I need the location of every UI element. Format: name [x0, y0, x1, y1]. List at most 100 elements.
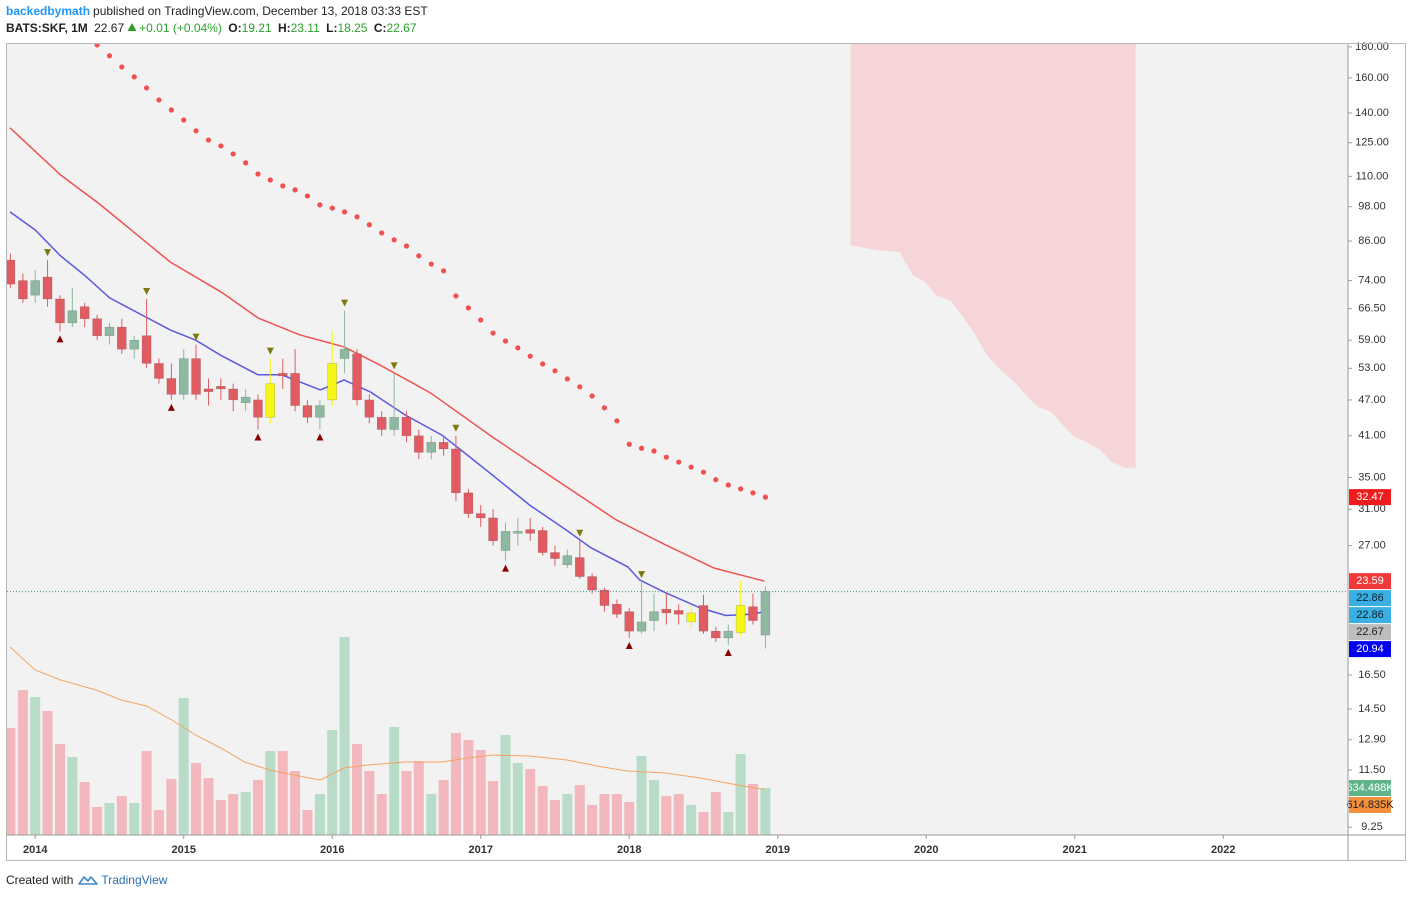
volume-bar [129, 803, 140, 835]
volume-bar [327, 730, 338, 835]
volume-bar [178, 698, 189, 835]
volume-bar [191, 763, 202, 835]
change: +0.01 (+0.04%) [139, 21, 222, 35]
candle-body [79, 306, 90, 319]
price-badge [1349, 641, 1391, 658]
low-label: L: [326, 21, 338, 35]
pivot-high-marker [576, 529, 584, 537]
x-tick-label: 2015 [171, 844, 195, 856]
header-line-1: backedbymath published on TradingView.com… [6, 4, 431, 18]
candle-body [228, 388, 238, 401]
stop-dot [663, 454, 669, 460]
volume-bar [574, 785, 585, 835]
y-tick-label: 47.00 [1358, 394, 1386, 406]
stop-dot [601, 405, 608, 411]
pivot-high-marker [341, 299, 349, 307]
price-badge [1349, 607, 1391, 624]
x-tick-label: 2020 [914, 844, 938, 856]
candle-body [290, 373, 300, 406]
volume-bar [7, 728, 16, 835]
volume-bar [277, 751, 288, 835]
candle-body [18, 280, 28, 300]
last-price: 22.67 [94, 21, 125, 35]
stop-dot [651, 448, 657, 454]
x-tick-label: 2017 [468, 844, 492, 856]
author[interactable]: backedbymath [6, 4, 91, 18]
y-tick-label: 59.00 [1358, 334, 1386, 346]
y-tick-label: 53.00 [1358, 362, 1386, 374]
volume-bar [426, 794, 437, 835]
pivot-low-marker [316, 433, 324, 441]
created-with: Created with [6, 873, 74, 887]
volume-bar [710, 792, 721, 835]
candle-body [748, 606, 758, 621]
volume-bar [240, 792, 251, 835]
volume-bar [228, 794, 239, 835]
candle-body [203, 388, 214, 392]
candle-body [240, 396, 251, 403]
volume-bar [549, 800, 560, 835]
chart-frame [6, 43, 1406, 861]
stop-dot [589, 393, 595, 399]
price-axis-background [1348, 44, 1405, 835]
pivot-high-marker [266, 347, 274, 355]
stop-dot [762, 494, 769, 500]
published: published on TradingView.com, December 1… [93, 4, 428, 18]
candle-body [278, 373, 288, 377]
stop-dot [168, 107, 174, 113]
stop-dot [453, 293, 459, 299]
volume-bar [537, 786, 548, 835]
stop-dot [738, 486, 744, 492]
plot-background [7, 44, 1348, 835]
candle-body [327, 363, 337, 401]
stop-dot [230, 151, 236, 157]
stop-dot [564, 376, 570, 382]
price-badge [1349, 780, 1391, 797]
pivot-low-marker [625, 641, 633, 649]
stop-dot [267, 177, 273, 183]
price-badge-label: 614.835K [1346, 799, 1394, 811]
candle-body [488, 517, 498, 542]
candle-body [673, 610, 684, 615]
price-badge [1349, 624, 1391, 641]
brand[interactable]: TradingView [101, 873, 168, 887]
candle-body [661, 608, 672, 614]
y-tick-label: 140.00 [1355, 107, 1389, 119]
axes: 180.00 160.00 140.00 125.00 110.00 98.00 86.00… [23, 41, 1394, 856]
volume-bar [698, 812, 709, 835]
price-badge [1349, 590, 1391, 607]
candle-body [698, 605, 709, 632]
y-tick-label: 41.00 [1358, 430, 1386, 442]
price-badge [1349, 573, 1391, 590]
stop-dot [292, 187, 298, 193]
stop-dot [502, 338, 509, 344]
candle-body [550, 552, 560, 559]
volume-bar [562, 794, 573, 835]
candle-body [711, 630, 721, 639]
volume-bar [376, 794, 387, 835]
volume-bar [636, 756, 647, 835]
candle-body [537, 530, 548, 553]
candle-body [376, 416, 387, 430]
candle-body [191, 358, 201, 395]
stop-dot [403, 243, 410, 249]
candle-body [166, 378, 177, 395]
y-tick-label: 110.00 [1356, 170, 1389, 182]
pivot-low-marker [167, 403, 175, 411]
price-badge-label: 20.94 [1356, 643, 1384, 655]
header-line-2: BATS:SKF, 1M 22.67 +0.01 (+0.04%) O:19.21… [6, 21, 420, 35]
candle-body [562, 555, 573, 566]
y-tick-label: 160.00 [1355, 72, 1389, 84]
volume-bar [302, 810, 313, 835]
volume-bar [215, 800, 226, 835]
stop-dot [490, 330, 496, 336]
pivot-high-marker [452, 424, 460, 432]
price-badge-label: 32.47 [1356, 491, 1384, 503]
stop-dot [341, 209, 348, 215]
stop-dot [750, 490, 756, 496]
volume-bar [661, 796, 672, 835]
candle-body [389, 416, 399, 430]
volume-bar [624, 802, 635, 835]
candle-body [42, 276, 53, 300]
